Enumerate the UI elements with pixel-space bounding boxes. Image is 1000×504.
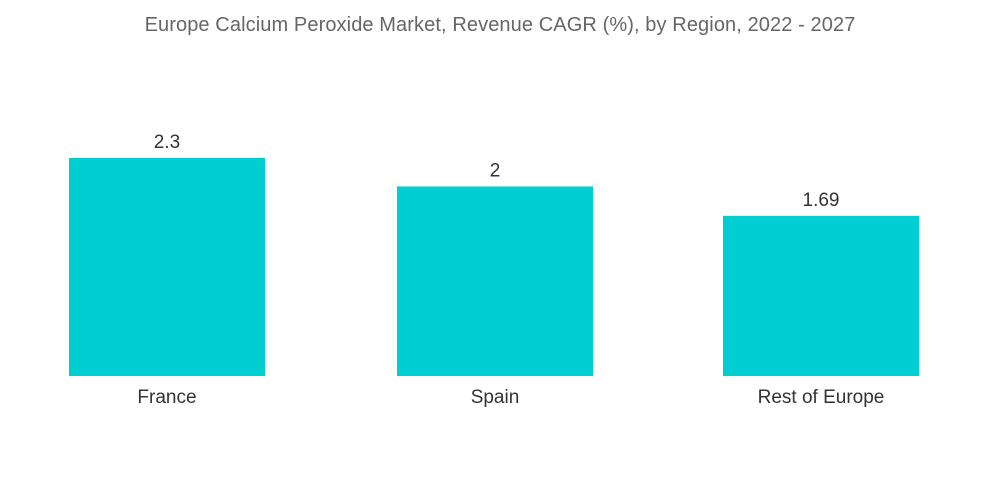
value-labels-group: 2.3 2 1.69 — [154, 132, 840, 211]
bar-rest-of-europe — [723, 215, 919, 376]
x-tick-label-france: France — [137, 387, 196, 408]
x-tick-label-spain: Spain — [471, 387, 520, 408]
chart-title: Europe Calcium Peroxide Market, Revenue … — [144, 14, 856, 36]
value-label-rest-of-europe: 1.69 — [803, 190, 840, 211]
bar-france — [69, 158, 265, 376]
bars-group — [69, 158, 919, 376]
bar-spain — [397, 186, 593, 376]
x-tick-label-rest-of-europe: Rest of Europe — [758, 387, 885, 408]
value-label-spain: 2 — [490, 160, 501, 181]
x-tick-labels-group: France Spain Rest of Europe — [137, 387, 884, 408]
value-label-france: 2.3 — [154, 132, 180, 153]
